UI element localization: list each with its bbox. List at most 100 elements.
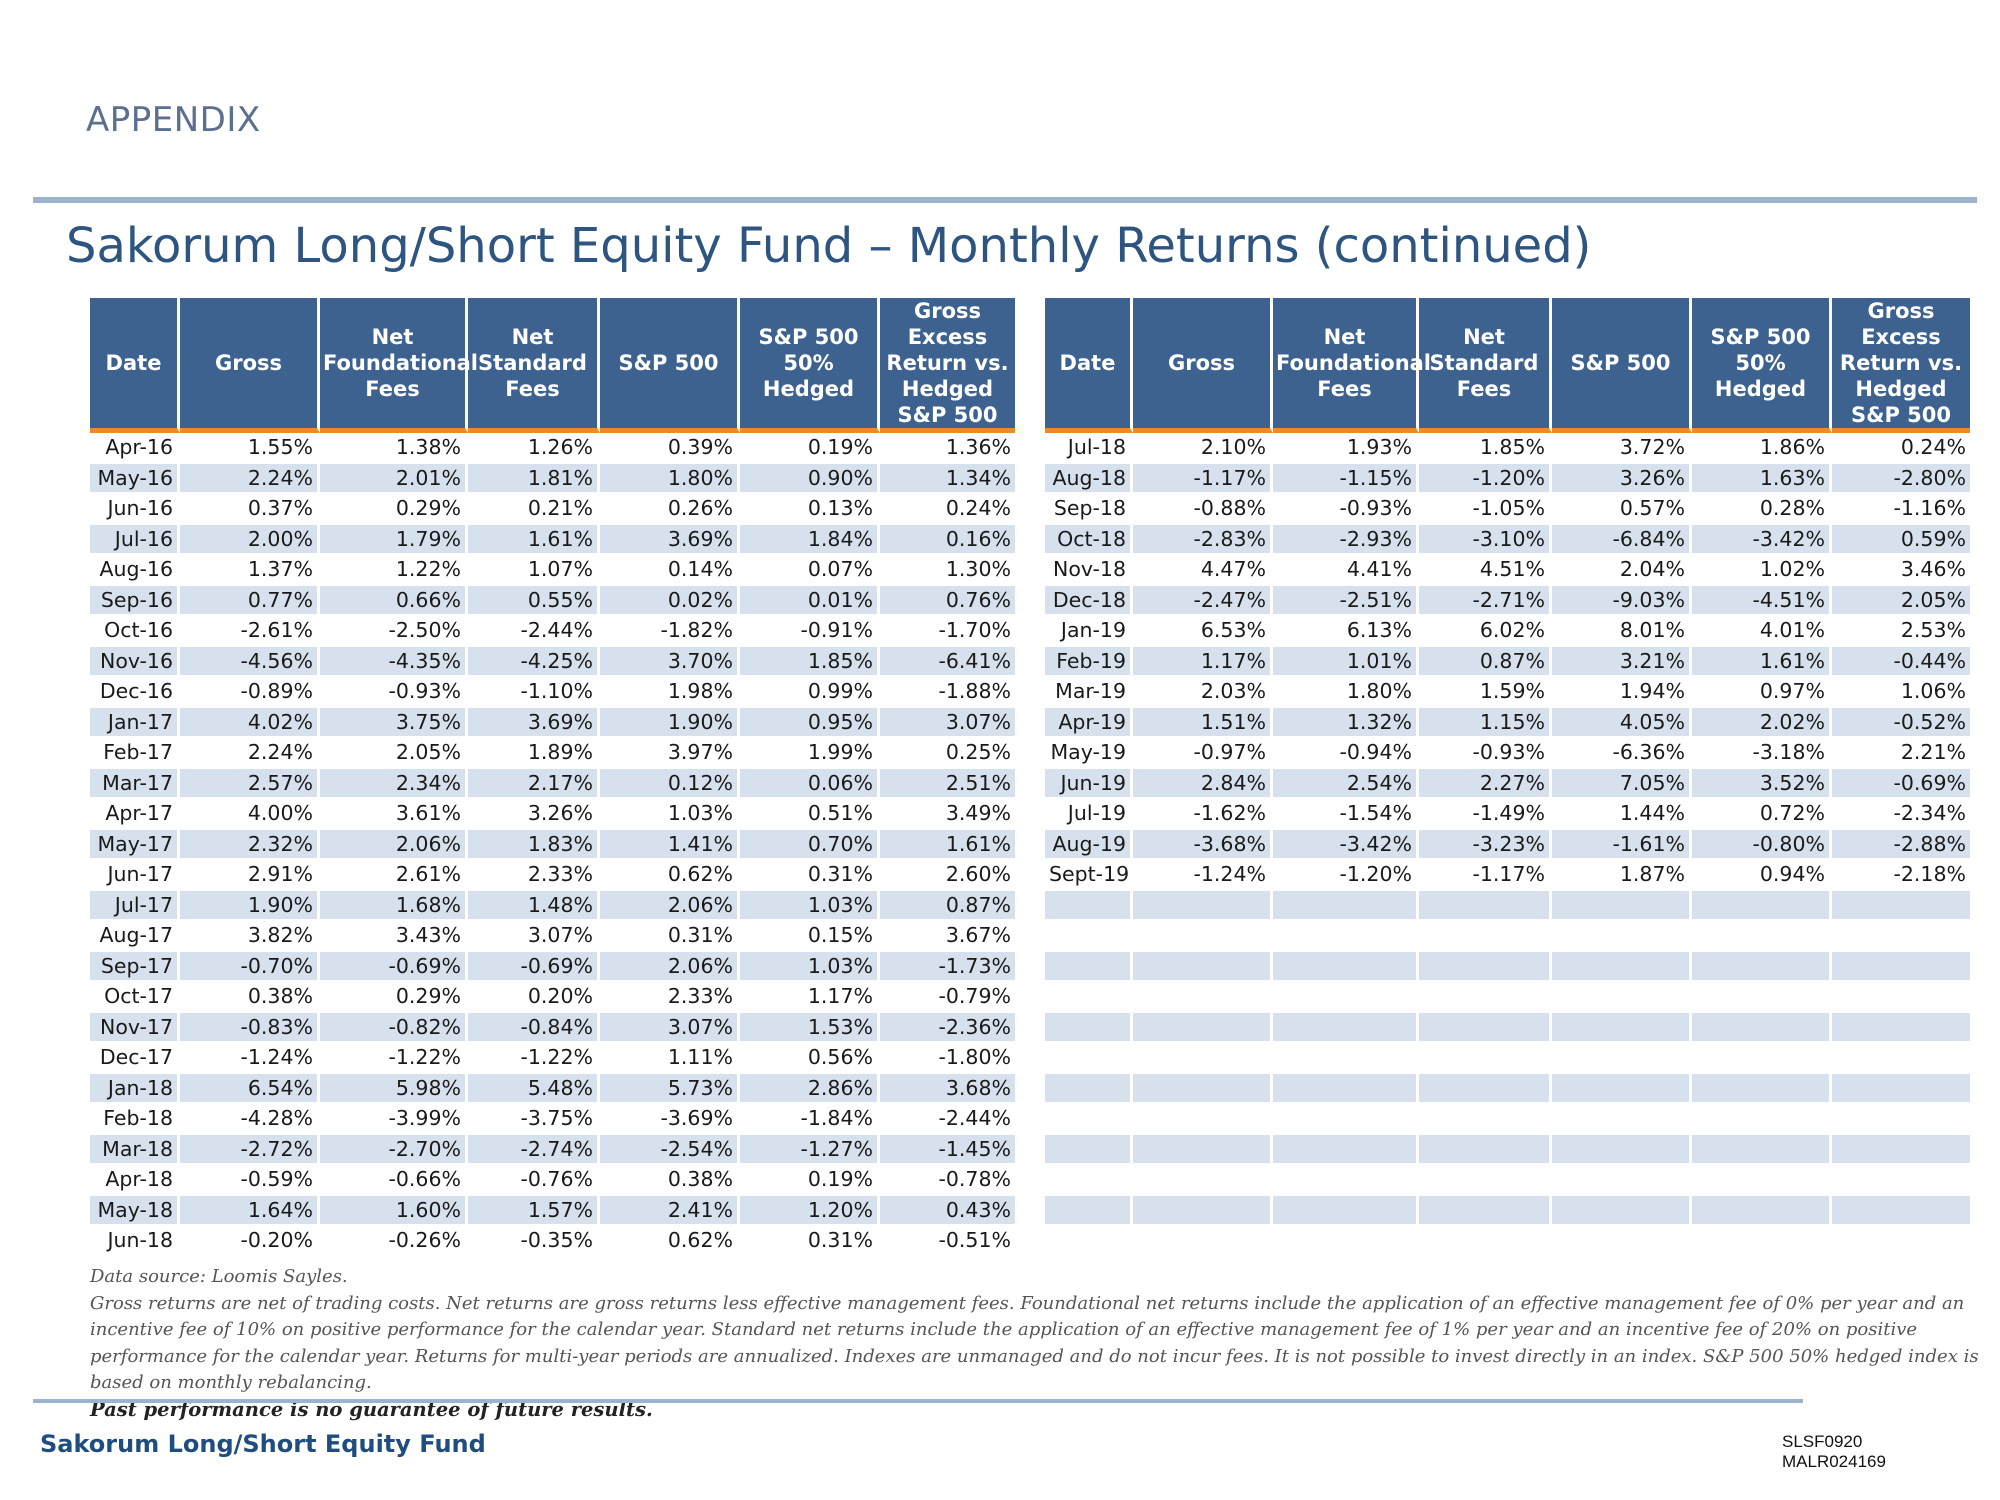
return-cell xyxy=(1832,1073,1970,1104)
return-cell: 3.68% xyxy=(880,1073,1015,1104)
return-cell: -0.51% xyxy=(880,1226,1015,1257)
table-row: Mar-18 -2.72% -2.70% -2.74% -2.54% -1.27% -1.4… xyxy=(90,1134,1015,1165)
return-cell: 1.86% xyxy=(1692,433,1832,464)
date-cell xyxy=(1045,921,1133,952)
return-cell: 0.14% xyxy=(600,555,740,586)
date-cell xyxy=(1045,1165,1133,1196)
return-cell: 1.01% xyxy=(1273,646,1419,677)
return-cell: -0.88% xyxy=(1133,494,1273,525)
column-header: S&P 500 50% Hedged xyxy=(1692,298,1832,433)
return-cell: 0.55% xyxy=(468,585,600,616)
return-cell: -6.36% xyxy=(1552,738,1692,769)
return-cell xyxy=(1273,982,1419,1013)
return-cell: -1.49% xyxy=(1419,799,1552,830)
return-cell: 1.15% xyxy=(1419,707,1552,738)
return-cell: -0.93% xyxy=(1273,494,1419,525)
return-cell: 0.06% xyxy=(740,768,880,799)
return-cell: 3.07% xyxy=(880,707,1015,738)
column-header: Date xyxy=(1045,298,1133,433)
return-cell: -0.83% xyxy=(180,1012,320,1043)
return-cell xyxy=(1273,1226,1419,1257)
return-cell: -4.35% xyxy=(320,646,468,677)
return-cell: 0.31% xyxy=(600,921,740,952)
return-cell: 0.01% xyxy=(740,585,880,616)
date-cell: Jun-18 xyxy=(90,1226,180,1257)
table-row: Jul-16 2.00% 1.79% 1.61% 3.69% 1.84% 0.16% xyxy=(90,524,1015,555)
return-cell: 3.67% xyxy=(880,921,1015,952)
table-row: Sep-18 -0.88% -0.93% -1.05% 0.57% 0.28% -1.16% xyxy=(1045,494,1970,525)
return-cell: -3.18% xyxy=(1692,738,1832,769)
return-cell: 1.03% xyxy=(740,951,880,982)
date-cell xyxy=(1045,1073,1133,1104)
return-cell xyxy=(1552,921,1692,952)
return-cell: 2.86% xyxy=(740,1073,880,1104)
table-row xyxy=(1045,1134,1970,1165)
date-cell: Aug-17 xyxy=(90,921,180,952)
return-cell: -0.70% xyxy=(180,951,320,982)
table-row: Oct-17 0.38% 0.29% 0.20% 2.33% 1.17% -0.79% xyxy=(90,982,1015,1013)
return-cell: -0.79% xyxy=(880,982,1015,1013)
return-cell: 1.03% xyxy=(740,890,880,921)
table-row: Feb-18 -4.28% -3.99% -3.75% -3.69% -1.84% -2.4… xyxy=(90,1104,1015,1135)
date-cell: Mar-17 xyxy=(90,768,180,799)
return-cell: -1.70% xyxy=(880,616,1015,647)
table-row: Mar-17 2.57% 2.34% 2.17% 0.12% 0.06% 2.51% xyxy=(90,768,1015,799)
date-cell: Sep-17 xyxy=(90,951,180,982)
return-cell: 6.54% xyxy=(180,1073,320,1104)
table-row xyxy=(1045,921,1970,952)
return-cell: 0.57% xyxy=(1552,494,1692,525)
return-cell: 1.79% xyxy=(320,524,468,555)
return-cell xyxy=(1692,1134,1832,1165)
return-cell xyxy=(1273,1134,1419,1165)
return-cell: 1.68% xyxy=(320,890,468,921)
return-cell: -1.22% xyxy=(320,1043,468,1074)
date-cell: Dec-16 xyxy=(90,677,180,708)
return-cell xyxy=(1419,1165,1552,1196)
return-cell: 4.02% xyxy=(180,707,320,738)
column-header: Gross Excess Return vs. Hedged S&P 500 xyxy=(880,298,1015,433)
return-cell: 2.84% xyxy=(1133,768,1273,799)
return-cell: -2.44% xyxy=(880,1104,1015,1135)
return-cell: 1.94% xyxy=(1552,677,1692,708)
return-cell xyxy=(1133,1012,1273,1043)
return-cell: -0.93% xyxy=(1419,738,1552,769)
return-cell: 1.84% xyxy=(740,524,880,555)
column-header: Gross Excess Return vs. Hedged S&P 500 xyxy=(1832,298,1970,433)
return-cell: -3.75% xyxy=(468,1104,600,1135)
table-row: Nov-18 4.47% 4.41% 4.51% 2.04% 1.02% 3.46% xyxy=(1045,555,1970,586)
return-cell: -2.74% xyxy=(468,1134,600,1165)
date-cell: Jan-17 xyxy=(90,707,180,738)
return-cell: 1.26% xyxy=(468,433,600,464)
return-cell: 2.57% xyxy=(180,768,320,799)
table-row: May-19 -0.97% -0.94% -0.93% -6.36% -3.18% 2.21… xyxy=(1045,738,1970,769)
date-cell: Jul-16 xyxy=(90,524,180,555)
return-cell: -2.51% xyxy=(1273,585,1419,616)
return-cell: -2.50% xyxy=(320,616,468,647)
return-cell: 0.24% xyxy=(880,494,1015,525)
footnotes: Data source: Loomis Sayles. Gross return… xyxy=(90,1264,1990,1423)
return-cell: 2.24% xyxy=(180,738,320,769)
return-cell xyxy=(1273,951,1419,982)
date-cell: Sept-19 xyxy=(1045,860,1133,891)
date-cell xyxy=(1045,982,1133,1013)
return-cell: 0.12% xyxy=(600,768,740,799)
document-codes: SLSF0920 MALR024169 xyxy=(1782,1432,1886,1472)
return-cell: 1.07% xyxy=(468,555,600,586)
return-cell: -1.22% xyxy=(468,1043,600,1074)
return-cell: 1.63% xyxy=(1692,463,1832,494)
return-cell: 6.02% xyxy=(1419,616,1552,647)
return-cell: 0.07% xyxy=(740,555,880,586)
table-row xyxy=(1045,982,1970,1013)
return-cell: 5.98% xyxy=(320,1073,468,1104)
return-cell: -2.88% xyxy=(1832,829,1970,860)
return-cell xyxy=(1832,1134,1970,1165)
return-cell xyxy=(1133,1043,1273,1074)
return-cell: 2.05% xyxy=(320,738,468,769)
return-cell: -1.16% xyxy=(1832,494,1970,525)
return-cell: 0.39% xyxy=(600,433,740,464)
return-cell: 3.43% xyxy=(320,921,468,952)
return-cell: 1.17% xyxy=(1133,646,1273,677)
return-cell: -0.78% xyxy=(880,1165,1015,1196)
return-cell: -0.69% xyxy=(1832,768,1970,799)
date-cell: Mar-18 xyxy=(90,1134,180,1165)
